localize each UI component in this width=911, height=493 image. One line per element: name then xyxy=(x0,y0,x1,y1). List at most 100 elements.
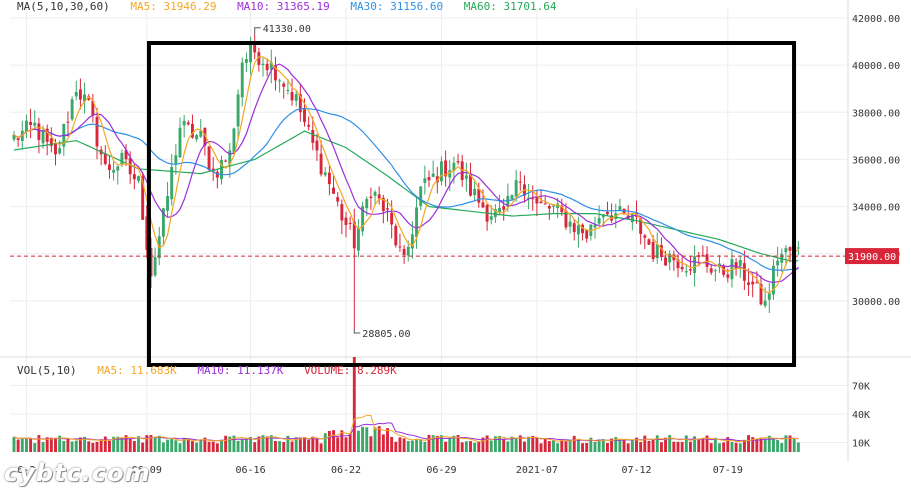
low-annotation: 28805.00 xyxy=(362,329,410,340)
candle-body xyxy=(33,123,36,126)
volume-bar xyxy=(486,435,489,452)
volume-bar xyxy=(581,443,584,452)
volume-bar xyxy=(345,437,348,452)
candle-body xyxy=(378,194,381,198)
candle-body xyxy=(208,146,211,170)
volume-bar xyxy=(419,439,422,452)
candle-body xyxy=(291,92,294,100)
volume-bar xyxy=(739,443,742,452)
volume-bar xyxy=(382,434,385,452)
candle-body xyxy=(577,225,580,234)
volume-bar xyxy=(677,442,680,452)
candle-body xyxy=(643,235,646,237)
candle-body xyxy=(735,262,738,268)
candle-body xyxy=(174,155,177,163)
candle-body xyxy=(245,59,248,63)
candle-body xyxy=(75,92,78,96)
candle-body xyxy=(664,257,667,265)
volume-bar xyxy=(780,443,783,452)
volume-bar xyxy=(241,439,244,452)
volume-bar xyxy=(278,441,281,452)
volume-bar xyxy=(299,437,302,452)
vol-ma10-legend: MA10: 11.137K xyxy=(197,364,283,377)
volume-bar xyxy=(108,441,111,452)
vol-ma5-legend: MA5: 11.683K xyxy=(97,364,176,377)
price-tick-label: 40000.00 xyxy=(852,61,900,72)
candle-body xyxy=(618,206,621,211)
volume-bar xyxy=(569,441,572,452)
volume-bar xyxy=(13,437,16,452)
volume-bar xyxy=(166,440,169,452)
volume-tick-label: 10K xyxy=(852,439,870,450)
volume-bar xyxy=(718,443,721,452)
volume-bar xyxy=(502,439,505,452)
candle-body xyxy=(332,188,335,194)
volume-bar xyxy=(170,438,173,452)
volume-bar xyxy=(369,436,372,452)
volume-bar xyxy=(62,441,65,452)
candle-body xyxy=(519,182,522,183)
volume-value-legend: VOLUME: 8.289K xyxy=(304,364,397,377)
volume-bar xyxy=(191,441,194,452)
volume-legend: VOL(5,10) MA5: 11.683K MA10: 11.137K VOL… xyxy=(17,364,411,377)
candle-body xyxy=(502,206,505,210)
volume-bar xyxy=(274,441,277,452)
volume-bar xyxy=(75,441,78,452)
volume-bar xyxy=(469,441,472,452)
candle-body xyxy=(237,94,240,126)
volume-bar xyxy=(764,439,767,452)
volume-bar xyxy=(535,438,538,452)
volume-bar xyxy=(531,436,534,452)
date-tick-label: 2021-07 xyxy=(516,465,558,476)
candle-body xyxy=(552,206,555,207)
volume-bar xyxy=(374,428,377,452)
candle-body xyxy=(311,130,314,143)
candle-body xyxy=(739,260,742,266)
volume-bar xyxy=(315,438,318,452)
volume-bar xyxy=(652,440,655,452)
candle-body xyxy=(440,161,443,181)
candle-body xyxy=(764,301,767,306)
volume-bar xyxy=(793,438,796,452)
volume-bar xyxy=(548,441,551,452)
candle-body xyxy=(133,174,136,179)
candle-body xyxy=(66,122,69,123)
candle-body xyxy=(54,143,57,154)
volume-bar xyxy=(54,438,57,452)
volume-bar xyxy=(17,439,20,452)
volume-bar xyxy=(540,443,543,452)
volume-bar xyxy=(490,441,493,452)
candle-body xyxy=(386,208,389,209)
candle-body xyxy=(411,234,414,248)
volume-bar xyxy=(332,430,335,452)
candle-body xyxy=(286,90,289,91)
candle-body xyxy=(432,174,435,177)
volume-bar xyxy=(710,443,713,452)
volume-bar xyxy=(25,438,28,452)
candle-body xyxy=(784,248,787,252)
volume-bar xyxy=(643,436,646,452)
candle-body xyxy=(428,177,431,180)
volume-bar xyxy=(573,436,576,452)
volume-bar xyxy=(195,443,198,452)
volume-bar xyxy=(120,438,123,452)
candle-body xyxy=(166,196,169,211)
candle-body xyxy=(183,121,186,125)
candle-body xyxy=(647,239,650,244)
candle-body xyxy=(79,89,82,99)
volume-bar xyxy=(224,436,227,452)
highlight-box xyxy=(149,43,794,365)
price-legend: MA(5,10,30,60) MA5: 31946.29 MA10: 31365… xyxy=(17,0,570,13)
volume-bar xyxy=(689,442,692,452)
volume-bar xyxy=(141,443,144,452)
ma5-line xyxy=(14,57,798,293)
volume-bar xyxy=(394,442,397,452)
candle-body xyxy=(789,247,792,251)
ma30-legend: MA30: 31156.60 xyxy=(350,0,443,13)
candle-body xyxy=(498,208,501,212)
volume-bar xyxy=(423,442,426,452)
extreme-marker xyxy=(354,329,360,333)
volume-bar xyxy=(760,439,763,452)
candle-body xyxy=(315,141,318,151)
